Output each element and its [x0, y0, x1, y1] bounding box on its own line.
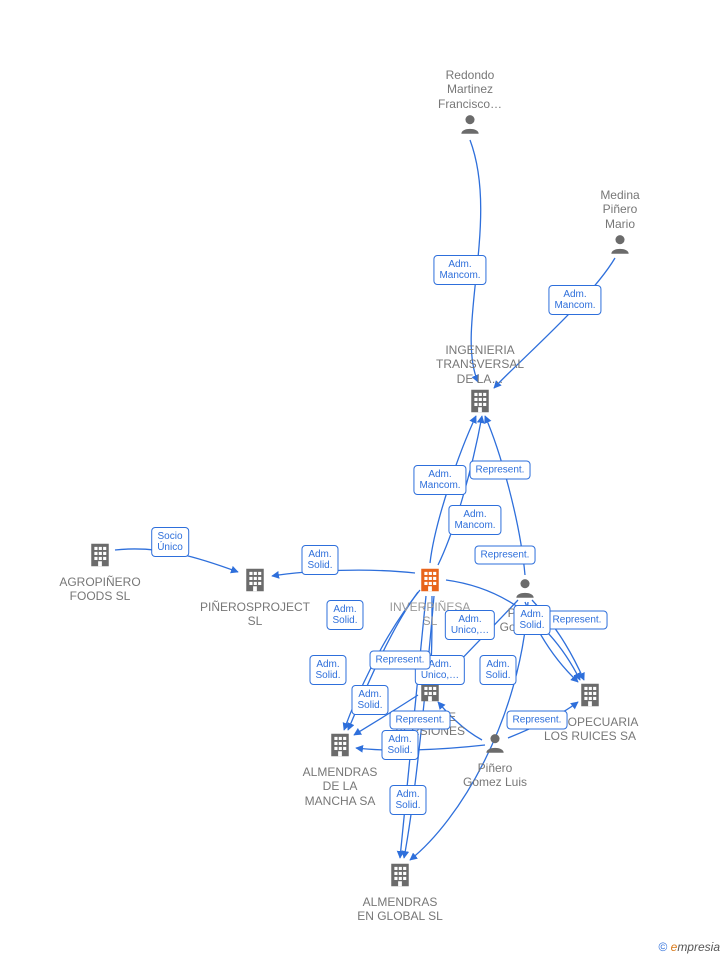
edge-label: Adm.Solid.: [381, 730, 418, 760]
edge-layer: [0, 0, 728, 960]
edge-label: Represent.: [470, 461, 531, 480]
building-icon: [465, 386, 495, 416]
building-icon: [240, 565, 270, 595]
edge-label: Adm.Solid.: [389, 785, 426, 815]
edge-label: Adm.Solid.: [351, 685, 388, 715]
node-pinerosproj[interactable]: PIÑEROSPROJECTSL: [195, 565, 315, 629]
person-icon: [607, 231, 633, 257]
edge-label: Represent.: [370, 651, 431, 670]
node-label: PiñeroGomez Luis: [435, 761, 555, 790]
edge-label: Adm.Mancom.: [448, 505, 501, 535]
node-medina[interactable]: MedinaPiñeroMario: [560, 188, 680, 262]
edge-label: Represent.: [507, 711, 568, 730]
edge-label: Adm.Mancom.: [413, 465, 466, 495]
building-icon: [385, 860, 415, 890]
node-almglobal[interactable]: ALMENDRASEN GLOBAL SL: [340, 860, 460, 924]
copyright: © empresia: [658, 940, 720, 954]
edge-label: Adm.Unico,…: [445, 610, 495, 640]
network-canvas: RedondoMartinezFrancisco… MedinaPiñeroMa…: [0, 0, 728, 960]
node-ingenieria[interactable]: INGENIERIATRANSVERSALDE LA…: [420, 343, 540, 421]
person-icon: [482, 730, 508, 756]
building-icon: [85, 540, 115, 570]
node-label: INGENIERIATRANSVERSALDE LA…: [420, 343, 540, 386]
building-icon: [575, 680, 605, 710]
node-pinerogl[interactable]: PiñeroGomez Luis: [435, 730, 555, 790]
copyright-symbol: ©: [658, 940, 667, 954]
building-icon: [415, 565, 445, 595]
brand-rest: mpresia: [677, 940, 720, 954]
building-icon: [325, 730, 355, 760]
edge-label: Adm.Solid.: [301, 545, 338, 575]
edge-label: Adm.Solid.: [513, 605, 550, 635]
node-agrofoods[interactable]: AGROPIÑEROFOODS SL: [40, 540, 160, 604]
person-icon: [457, 111, 483, 137]
person-icon: [512, 575, 538, 601]
edge-label: Adm.Solid.: [309, 655, 346, 685]
edge-label: Adm.Solid.: [479, 655, 516, 685]
edge-label: Adm.Mancom.: [548, 285, 601, 315]
node-label: RedondoMartinezFrancisco…: [410, 68, 530, 111]
edge-label: Adm.Mancom.: [433, 255, 486, 285]
edge-label: Adm.Solid.: [326, 600, 363, 630]
edge-label: Represent.: [390, 711, 451, 730]
edge-label: Represent.: [475, 546, 536, 565]
node-redondo[interactable]: RedondoMartinezFrancisco…: [410, 68, 530, 142]
node-label: MedinaPiñeroMario: [560, 188, 680, 231]
node-label: ALMENDRASDE LAMANCHA SA: [280, 765, 400, 808]
node-label: ALMENDRASEN GLOBAL SL: [340, 895, 460, 924]
node-label: AGROPIÑEROFOODS SL: [40, 575, 160, 604]
edge-label: Represent.: [547, 611, 608, 630]
node-label: PIÑEROSPROJECTSL: [195, 600, 315, 629]
edge-label: SocioÚnico: [151, 527, 189, 557]
